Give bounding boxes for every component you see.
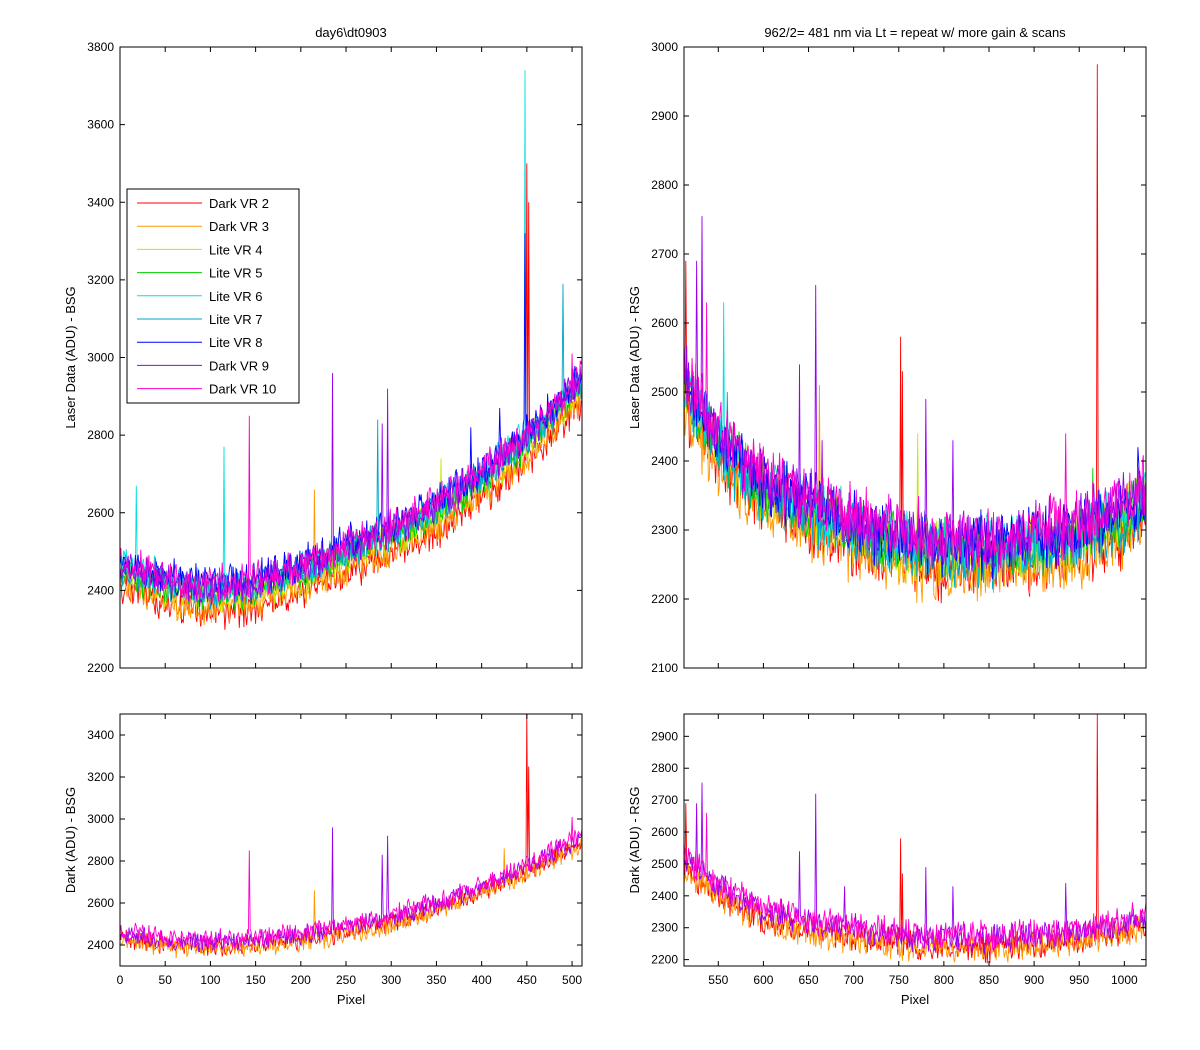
- legend-label: Lite VR 6: [209, 289, 262, 304]
- y-axis-label: Dark (ADU) - RSG: [627, 787, 642, 894]
- y-tick-label: 2200: [651, 953, 678, 967]
- panel-top-right: 2100 2200 2300 2400 2500 2600 2700 2800 2900 3000…: [627, 25, 1147, 675]
- y-tick-label: 2200: [87, 661, 114, 675]
- y-tick-label: 2300: [651, 523, 678, 537]
- plot-area: [119, 713, 583, 967]
- series-line-dark-vr-9: [120, 366, 582, 608]
- y-axis-label: Laser Data (ADU) - RSG: [627, 286, 642, 429]
- legend-label: Dark VR 3: [209, 219, 269, 234]
- panel-bottom-left: 0 50 100 150 200 250 300 350 400 450 500 2400 2600 28…: [63, 713, 583, 1007]
- x-tick-label: 350: [426, 973, 446, 987]
- y-tick-label: 2600: [87, 896, 114, 910]
- y-tick-label: 2700: [651, 247, 678, 261]
- legend-label: Lite VR 8: [209, 335, 262, 350]
- y-tick-label: 2800: [651, 761, 678, 775]
- y-tick-label: 3000: [651, 40, 678, 54]
- plot-border: [683, 713, 1147, 967]
- series-line-dark-vr-3: [684, 862, 1146, 963]
- chart-title: day6\dt0903: [315, 25, 387, 40]
- y-tick-label: 2400: [651, 889, 678, 903]
- series-line-dark-vr-10: [120, 353, 582, 604]
- legend-label: Dark VR 10: [209, 382, 276, 397]
- x-tick-label: 600: [753, 973, 773, 987]
- y-tick-label: 2400: [651, 454, 678, 468]
- legend-label: Lite VR 4: [209, 242, 262, 257]
- y-tick-label: 3600: [87, 118, 114, 132]
- y-tick-label: 2600: [87, 506, 114, 520]
- series-group: [684, 64, 1146, 604]
- y-tick-label: 2400: [87, 938, 114, 952]
- y-tick-label: 2300: [651, 921, 678, 935]
- y-axis-label: Dark (ADU) - BSG: [63, 787, 78, 893]
- y-tick-label: 2800: [87, 854, 114, 868]
- y-tick-label: 3400: [87, 195, 114, 209]
- y-tick-label: 2900: [651, 729, 678, 743]
- series-line-dark-vr-10: [684, 812, 1146, 952]
- series-line-dark-vr-10: [684, 302, 1146, 569]
- x-tick-label: 400: [472, 973, 492, 987]
- y-tick-label: 2200: [651, 592, 678, 606]
- y-tick-label: 2500: [651, 385, 678, 399]
- panel-bottom-right: 550 600 650 700 750 800 850 900 950 1000 2200 2300 2…: [627, 713, 1147, 1007]
- series-group: [120, 714, 582, 959]
- plot-border: [683, 46, 1147, 669]
- x-tick-label: 1000: [1111, 973, 1138, 987]
- chart-title: 962/2= 481 nm via Lt = repeat w/ more ga…: [764, 25, 1066, 40]
- series-line-dark-vr-3: [120, 384, 582, 627]
- y-axis-label: Laser Data (ADU) - BSG: [63, 286, 78, 428]
- x-tick-label: 700: [844, 973, 864, 987]
- x-tick-label: 0: [117, 973, 124, 987]
- x-tick-label: 250: [336, 973, 356, 987]
- x-tick-label: 850: [979, 973, 999, 987]
- x-axis-label: Pixel: [337, 992, 365, 1007]
- y-tick-label: 2600: [651, 825, 678, 839]
- y-tick-label: 2700: [651, 793, 678, 807]
- x-tick-label: 750: [889, 973, 909, 987]
- y-tick-label: 2100: [651, 661, 678, 675]
- x-tick-label: 900: [1024, 973, 1044, 987]
- legend-label: Dark VR 9: [209, 358, 269, 373]
- x-tick-label: 950: [1069, 973, 1089, 987]
- x-tick-label: 800: [934, 973, 954, 987]
- legend: Dark VR 2 Dark VR 3 Lite VR 4 Lite VR 5 Lite…: [126, 188, 300, 404]
- x-tick-label: 500: [562, 973, 582, 987]
- y-tick-label: 3000: [87, 351, 114, 365]
- x-tick-label: 550: [708, 973, 728, 987]
- legend-label: Dark VR 2: [209, 196, 269, 211]
- x-tick-label: 50: [159, 973, 173, 987]
- y-tick-label: 3800: [87, 40, 114, 54]
- y-tick-label: 2900: [651, 109, 678, 123]
- y-tick-label: 2800: [87, 428, 114, 442]
- plot-border: [119, 713, 583, 967]
- y-tick-label: 3000: [87, 812, 114, 826]
- y-tick-label: 2800: [651, 178, 678, 192]
- series-group: [684, 714, 1146, 964]
- x-axis-label: Pixel: [901, 992, 929, 1007]
- panel-top-left: 2200 2400 2600 2800 3000 3200 3400 3600 3800 day6…: [63, 25, 583, 675]
- x-tick-label: 300: [381, 973, 401, 987]
- x-tick-label: 100: [200, 973, 220, 987]
- x-tick-label: 450: [517, 973, 537, 987]
- x-tick-label: 650: [799, 973, 819, 987]
- series-line-dark-vr-10: [120, 816, 582, 950]
- series-group: [120, 70, 582, 630]
- y-tick-label: 2400: [87, 583, 114, 597]
- x-tick-label: 200: [291, 973, 311, 987]
- series-line-lite-vr-8: [120, 233, 582, 598]
- y-tick-label: 2600: [651, 316, 678, 330]
- y-tick-label: 3200: [87, 273, 114, 287]
- x-tick-label: 150: [246, 973, 266, 987]
- y-tick-label: 3400: [87, 728, 114, 742]
- y-tick-label: 2500: [651, 857, 678, 871]
- y-tick-label: 3200: [87, 770, 114, 784]
- legend-label: Lite VR 5: [209, 266, 262, 281]
- legend-label: Lite VR 7: [209, 312, 262, 327]
